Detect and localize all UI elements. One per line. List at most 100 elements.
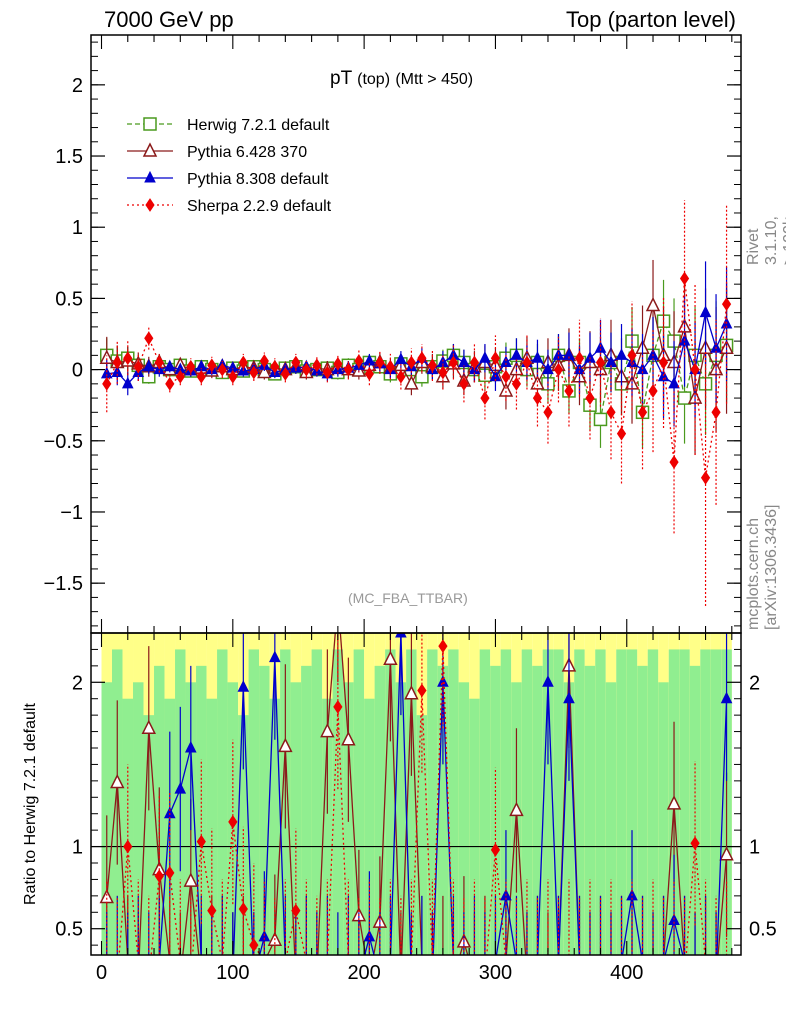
main-sherpa-point <box>637 405 648 420</box>
main-pythia8-point <box>395 352 407 365</box>
ratio-band-green <box>395 682 407 955</box>
xtick-label: 0 <box>96 962 107 984</box>
main-sherpa-point <box>480 391 490 405</box>
ratio-sherpa-point <box>207 903 217 918</box>
ratio-pythia6-point <box>599 952 602 955</box>
main-pythia8-point <box>563 348 575 360</box>
main-ytick-label: 0 <box>72 360 83 382</box>
main-pythia8-point <box>584 351 596 363</box>
ratio-pythia6-point <box>557 952 560 955</box>
ratio-band-green <box>364 698 375 955</box>
ratio-band-green <box>416 715 428 955</box>
ratio-pythia8-point <box>684 954 685 955</box>
ratio-sherpa-point <box>285 954 286 955</box>
ratio-pythia6-point <box>183 872 199 887</box>
ratio-pythia6-point <box>420 952 423 955</box>
ratio-sherpa-point <box>271 972 279 984</box>
main-sherpa-point <box>364 366 374 381</box>
main-sherpa-point <box>102 376 112 391</box>
ratio-pythia8-point <box>421 954 423 955</box>
collision-energy-label: 7000 GeV pp <box>104 7 234 32</box>
ratio-band-green <box>542 649 554 955</box>
ratio-pythia6-point <box>710 971 722 983</box>
ratio-pythia6-point <box>666 795 682 810</box>
ratio-pythia8-point <box>333 972 343 982</box>
main-sherpa-point <box>154 355 164 370</box>
ratio-sherpa-point <box>705 954 706 955</box>
main-pythia6-point <box>498 382 514 397</box>
ratio-pythia8-point <box>516 954 517 955</box>
ratio-pythia8-point <box>327 954 328 955</box>
ratio-ytick-label: 1 <box>72 837 83 859</box>
main-sherpa-point <box>228 369 238 384</box>
ratio-ytick-label-right: 1 <box>749 837 760 859</box>
ratio-sherpa-point <box>712 972 720 984</box>
ratio-band-green <box>626 649 638 955</box>
ratio-pythia8-point <box>159 954 160 955</box>
xtick-label: 300 <box>479 962 512 984</box>
ratio-panel-series <box>99 633 734 984</box>
ratio-pythia8-point <box>406 972 416 982</box>
legend-pythia8-marker <box>144 170 156 183</box>
main-pythia6-point <box>645 296 661 312</box>
ratio-sherpa-point <box>123 839 133 854</box>
ratio-pythia8-point <box>184 740 197 753</box>
ratio-pythia6-point <box>441 952 444 955</box>
ratio-sherpa-point <box>460 972 468 984</box>
main-ytick-label: −1 <box>60 502 83 524</box>
main-sherpa-point <box>301 362 311 377</box>
ratio-band-green <box>658 682 669 955</box>
ratio-pythia8-point <box>522 972 532 982</box>
ratio-band-green <box>217 649 228 955</box>
ratio-sherpa-point <box>474 954 475 955</box>
main-sherpa-point <box>648 384 658 398</box>
ratio-band-green <box>322 698 333 955</box>
ratio-pythia6-point <box>704 952 707 955</box>
ratio-sherpa-point <box>187 972 195 984</box>
ratio-pythia6-point <box>683 952 686 955</box>
main-sherpa-point <box>522 355 532 370</box>
ratio-sherpa-point <box>154 869 164 884</box>
ratio-pythia8-point <box>563 691 575 704</box>
ratio-pythia8-point <box>137 954 139 955</box>
ratio-band-green <box>374 665 386 955</box>
ratio-pythia8-point <box>542 675 554 687</box>
ratio-sherpa-point <box>228 815 238 829</box>
ratio-sherpa-point <box>596 972 604 984</box>
main-sherpa-point <box>438 365 448 380</box>
ratio-pythia8-point <box>306 954 307 955</box>
ratio-sherpa-point <box>673 954 675 955</box>
main-pythia6-point <box>404 375 419 390</box>
ratio-sherpa-point <box>681 972 689 984</box>
ratio-uncertainty-bands <box>101 633 732 955</box>
ratio-sherpa-point <box>726 954 727 955</box>
ratio-band-green <box>259 665 270 955</box>
ratio-pythia6-point <box>305 952 308 955</box>
main-sherpa-point <box>385 359 395 374</box>
mcplots-reference-label: mcplots.cern.ch [arXiv:1306.3436] <box>745 504 780 630</box>
ratio-pythia6-point <box>132 971 144 983</box>
ratio-band-green <box>406 649 417 955</box>
ratio-pythia8-point <box>585 972 595 982</box>
ratio-pythia8-point <box>459 972 469 982</box>
main-herwig-point <box>593 412 608 427</box>
main-pythia8-point <box>699 305 712 318</box>
main-pythia8-point <box>142 359 155 372</box>
ratio-band-green <box>301 665 312 955</box>
ratio-sherpa-point <box>291 903 301 918</box>
ratio-band-green <box>448 649 459 955</box>
ratio-pythia6-point <box>584 971 596 983</box>
ratio-sherpa-point <box>249 938 259 953</box>
main-sherpa-point <box>144 331 154 346</box>
ratio-sherpa-point <box>145 972 153 984</box>
ratio-pythia8-point <box>123 972 133 982</box>
main-sherpa-point <box>490 351 501 366</box>
main-sherpa-point <box>123 351 133 366</box>
main-sherpa-point <box>175 369 185 384</box>
main-sherpa-point <box>574 351 585 366</box>
ratio-sherpa-point <box>411 954 412 955</box>
ratio-band-green <box>437 665 449 955</box>
main-pythia6-point <box>257 363 272 379</box>
ratio-pythia6-point <box>536 952 539 955</box>
ratio-pythia6-point <box>320 722 335 738</box>
